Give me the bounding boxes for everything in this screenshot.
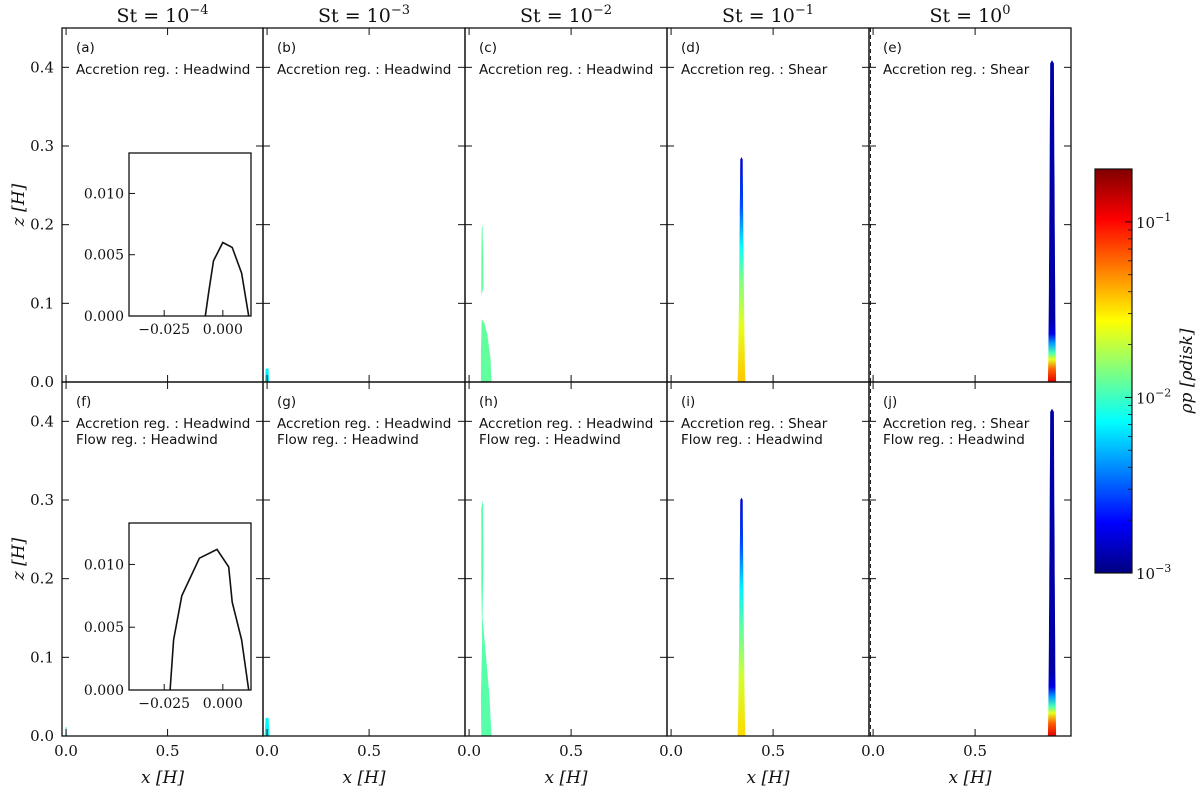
x-axis-label: x [H] [746, 768, 789, 788]
z-axis-label-text: z [H] [9, 183, 29, 227]
x-tick-label: 0.5 [357, 742, 381, 760]
x-axis-label: x [H] [544, 768, 587, 788]
z-tick-label: 0.1 [30, 648, 54, 666]
inset-x-tick-label: 0.000 [203, 696, 243, 712]
colorbar-label: ρp [ρdisk] [1177, 328, 1197, 414]
x-tick-label: 0.0 [457, 742, 481, 760]
panel-id: (e) [883, 40, 902, 56]
panel-frame [868, 27, 1072, 383]
panel-id: (d) [681, 40, 700, 56]
z-tick-label: 0.2 [30, 570, 54, 588]
z-tick-label: 0.0 [30, 727, 54, 745]
panel-frame [868, 381, 1072, 737]
x-tick-label: 0.5 [963, 742, 987, 760]
panel-id: (f) [76, 394, 91, 410]
x-tick-label: 0.5 [559, 742, 583, 760]
x-tick-label: 0.5 [156, 742, 180, 760]
x-axis-label: x [H] [342, 768, 385, 788]
column-title: St = 10−4 [117, 3, 209, 27]
panel-frame [666, 27, 870, 383]
panel-id: (h) [479, 394, 498, 410]
colorbar [1094, 168, 1133, 574]
inset-frame [128, 522, 252, 691]
x-tick-label: 0.0 [54, 742, 78, 760]
panel-regime-label: Flow reg. : Headwind [883, 432, 1025, 448]
z-axis-label-text: z [H] [9, 537, 29, 581]
panel-id: (a) [76, 40, 95, 56]
panel-regime-label: Accretion reg. : Shear [681, 416, 828, 432]
x-tick-label: 0.0 [861, 742, 885, 760]
z-axis-label: z [H] [9, 537, 29, 581]
z-tick-label: 0.3 [30, 491, 54, 509]
panel-id: (c) [479, 40, 497, 56]
z-tick-label: 0.4 [30, 412, 54, 430]
panel-regime-label: Accretion reg. : Shear [883, 62, 1030, 78]
panel-id: (j) [883, 394, 897, 410]
inset-y-tick-label: 0.010 [84, 186, 124, 202]
inset-boundary-curve [169, 548, 250, 691]
colorbar-tick-label: 10−1 [1136, 211, 1171, 232]
panel-regime-label: Flow reg. : Headwind [277, 432, 419, 448]
z-tick-label: 0.4 [30, 58, 54, 76]
panel-frame [464, 27, 668, 383]
particle-region-c-lower [480, 319, 492, 382]
particle-region-c-upper [481, 224, 484, 296]
inset-boundary-curve [204, 241, 250, 317]
z-axis-label: z [H] [9, 183, 29, 227]
z-tick-label: 0.0 [30, 373, 54, 391]
panel-regime-label: Flow reg. : Headwind [479, 432, 621, 448]
inset-x-tick-label: −0.025 [138, 696, 190, 712]
panel-regime-label: Accretion reg. : Headwind [76, 416, 250, 432]
inset-y-tick-label: 0.000 [84, 309, 124, 325]
panel-regime-label: Accretion reg. : Shear [681, 62, 828, 78]
panel-regime-label: Accretion reg. : Headwind [479, 416, 653, 432]
x-axis-label: x [H] [141, 768, 184, 788]
column-title: St = 10−3 [318, 3, 410, 27]
inset-x-tick-label: 0.000 [203, 322, 243, 338]
panel-regime-label: Accretion reg. : Headwind [277, 416, 451, 432]
panel-frame [262, 27, 466, 383]
particle-region-d [737, 157, 746, 382]
panel-regime-label: Accretion reg. : Shear [883, 416, 1030, 432]
z-tick-label: 0.2 [30, 216, 54, 234]
panel-id: (g) [277, 394, 296, 410]
particle-region-h [480, 500, 492, 736]
inset-y-tick-label: 0.005 [84, 620, 124, 636]
particle-region-g [264, 717, 270, 736]
x-tick-label: 0.0 [659, 742, 683, 760]
x-tick-label: 0.0 [255, 742, 279, 760]
inset-x-tick-label: −0.025 [138, 322, 190, 338]
colorbar-tick-label: 10−3 [1136, 562, 1171, 583]
panel-regime-label: Flow reg. : Headwind [76, 432, 218, 448]
panel-regime-label: Accretion reg. : Headwind [277, 62, 451, 78]
inset-y-tick-label: 0.005 [84, 248, 124, 264]
column-title: St = 10−2 [520, 3, 612, 27]
colorbar-tick-label: 10−2 [1136, 386, 1171, 407]
panel-id: (i) [681, 394, 695, 410]
panel-id: (b) [277, 40, 296, 56]
panel-regime-label: Flow reg. : Headwind [681, 432, 823, 448]
particle-region-i [737, 497, 746, 736]
z-tick-label: 0.3 [30, 137, 54, 155]
column-title: St = 10−1 [722, 3, 814, 27]
x-tick-label: 0.5 [761, 742, 785, 760]
inset-y-tick-label: 0.010 [84, 557, 124, 573]
particle-region-j [1047, 408, 1057, 736]
inset-y-tick-label: 0.000 [84, 683, 124, 699]
particle-region-e [1047, 60, 1057, 382]
inset-frame [128, 152, 252, 317]
x-axis-label: x [H] [948, 768, 991, 788]
colorbar-label-text: ρp [ρdisk] [1177, 328, 1197, 414]
panel-regime-label: Accretion reg. : Headwind [479, 62, 653, 78]
z-tick-label: 0.1 [30, 294, 54, 312]
panel-regime-label: Accretion reg. : Headwind [76, 62, 250, 78]
column-title: St = 100 [929, 3, 1010, 27]
